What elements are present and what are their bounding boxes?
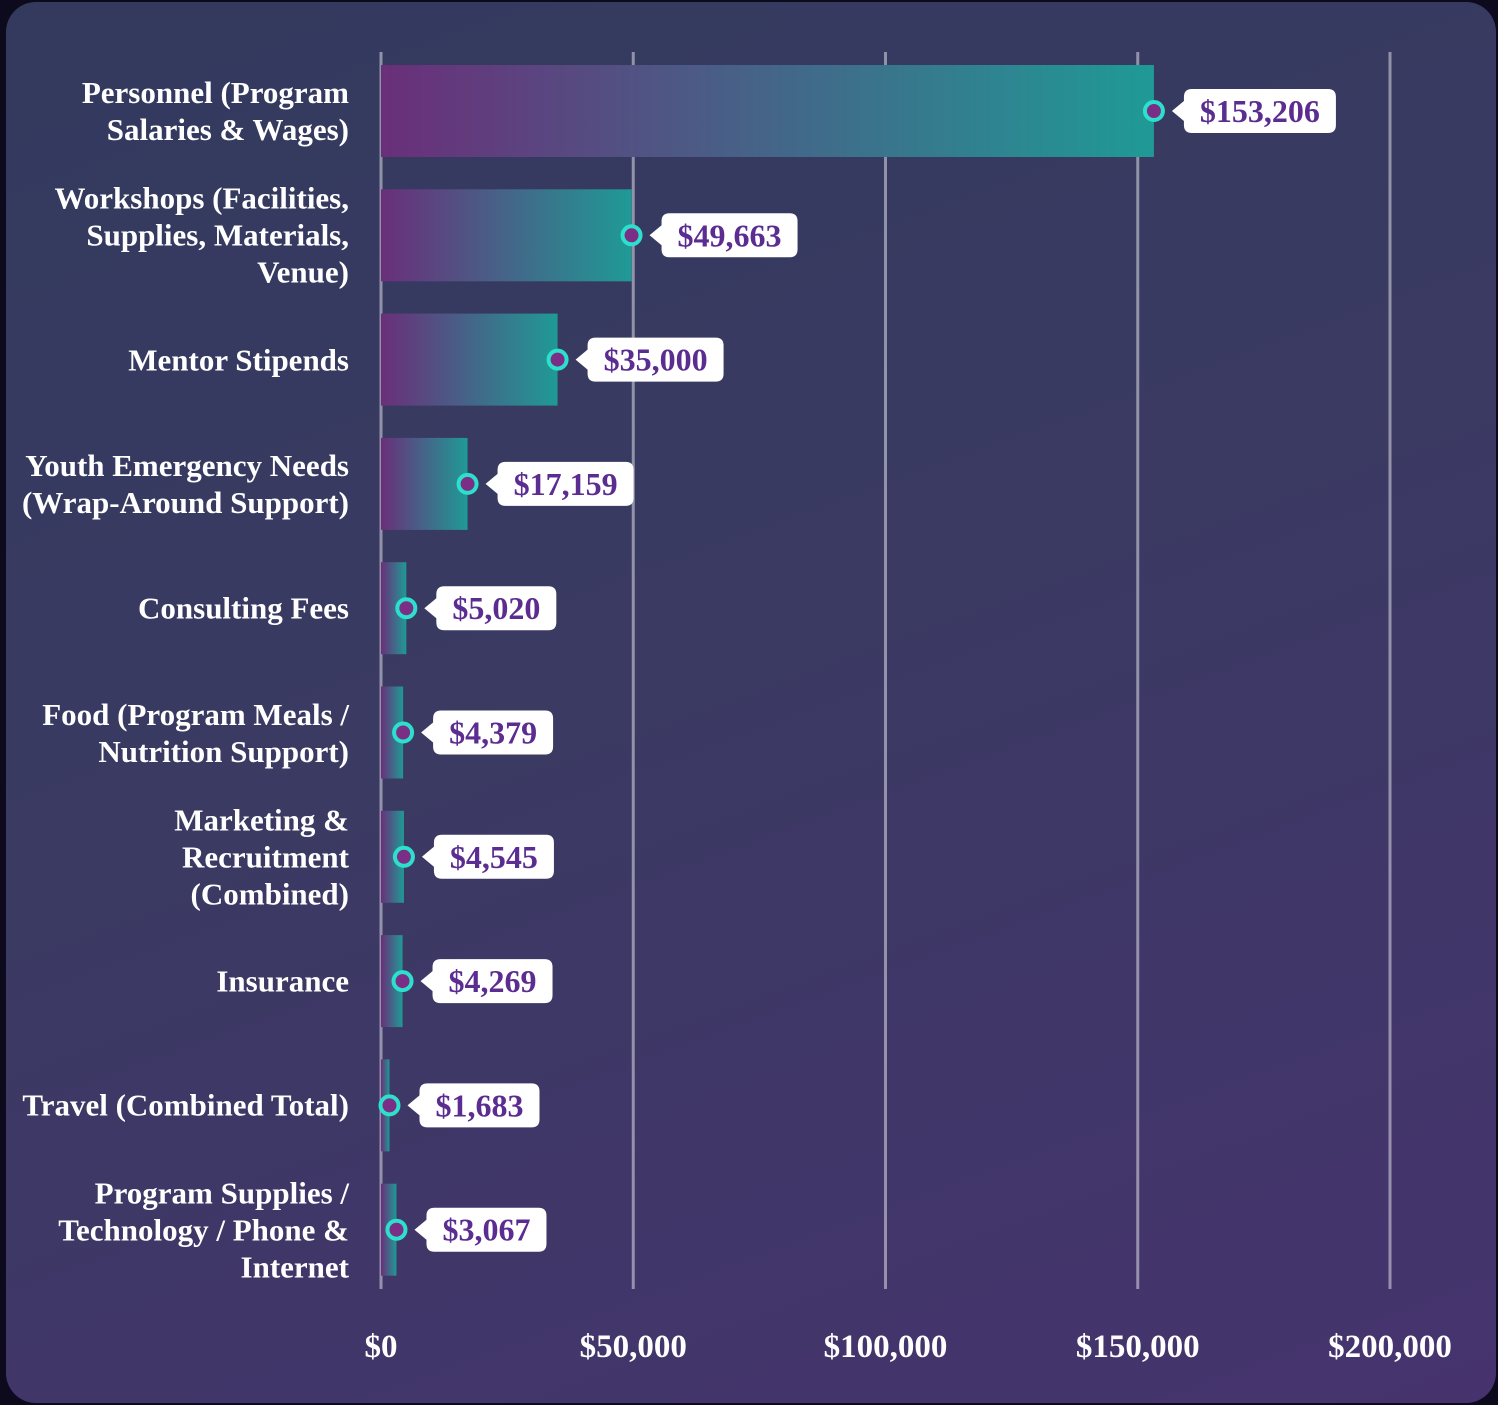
- bar: [381, 189, 632, 282]
- value-label-box: [424, 586, 557, 631]
- value-label: $153,206: [1171, 89, 1336, 133]
- y-tick-label: Travel (Combined Total): [22, 1087, 349, 1123]
- value-label: $3,067: [414, 1207, 547, 1252]
- x-tick-label: $200,000: [1328, 1329, 1452, 1365]
- x-tick-label: $150,000: [1076, 1329, 1200, 1365]
- bar-end-marker: [1142, 100, 1165, 122]
- value-label-box: [485, 461, 634, 506]
- bar: [381, 65, 1154, 157]
- value-label-box: [575, 337, 724, 382]
- value-label-text: $3,067: [442, 1212, 530, 1248]
- value-label: $4,379: [421, 710, 554, 755]
- value-label-box: [1171, 89, 1336, 133]
- y-tick-label: Mentor Stipends: [128, 342, 349, 378]
- bar-end-marker: [456, 472, 479, 495]
- value-label-box: [407, 1083, 540, 1128]
- value-label: $17,159: [485, 461, 634, 506]
- value-label-box: [421, 710, 554, 755]
- value-label-text: $17,159: [514, 466, 618, 502]
- y-tick-label: Personnel (Program Salaries & Wages): [81, 75, 349, 147]
- y-tick-label: Consulting Fees: [138, 590, 349, 626]
- x-tick-label: $50,000: [580, 1329, 687, 1365]
- value-label-box: [421, 834, 554, 879]
- value-label-text: $4,379: [449, 715, 537, 751]
- y-tick-label: Marketing & Recruitment (Combined): [174, 802, 349, 912]
- bar-end-marker: [378, 1094, 401, 1117]
- value-label: $4,545: [421, 834, 554, 879]
- y-tick-label: Food (Program Meals / Nutrition Support): [42, 696, 349, 769]
- value-label: $1,683: [407, 1083, 540, 1128]
- x-tick-label: $100,000: [824, 1329, 948, 1365]
- value-label-text: $1,683: [435, 1087, 523, 1123]
- bar-end-marker: [620, 224, 643, 247]
- x-tick-label: $0: [365, 1329, 398, 1365]
- value-label-box: [414, 1207, 547, 1252]
- bar-end-marker: [392, 845, 415, 868]
- bar-end-marker: [392, 721, 415, 744]
- chart-card: $0 $50,000 $100,000 $150,000 $200,000 $153,20…: [6, 2, 1496, 1403]
- bar: [381, 437, 468, 530]
- chart: $0 $50,000 $100,000 $150,000 $200,000 $153,20…: [365, 52, 1452, 1365]
- bar: [381, 313, 558, 406]
- value-label-text: $4,269: [449, 963, 537, 999]
- value-label-text: $4,545: [450, 839, 538, 875]
- bar-end-marker: [395, 597, 418, 620]
- bar-end-marker: [546, 348, 569, 371]
- value-label-box: [420, 959, 553, 1004]
- value-label: $5,020: [424, 586, 557, 631]
- bar-end-marker: [391, 970, 414, 993]
- value-label-text: $5,020: [452, 590, 540, 626]
- value-label: $49,663: [649, 213, 798, 258]
- value-label-text: $35,000: [604, 342, 708, 378]
- y-tick-label: Insurance: [216, 963, 349, 999]
- bar-end-marker: [385, 1218, 408, 1241]
- y-tick-label: Workshops (Facilities, Supplies, Materia…: [54, 180, 349, 290]
- value-label-text: $49,663: [678, 217, 782, 253]
- y-tick-label: Program Supplies / Technology / Phone & …: [58, 1175, 349, 1285]
- y-tick-label: Youth Emergency Needs (Wrap-Around Suppo…: [21, 447, 349, 520]
- bar: [381, 810, 404, 903]
- bar: [381, 686, 404, 779]
- value-label-text: $153,206: [1200, 93, 1320, 129]
- value-label-box: [649, 213, 798, 258]
- value-label: $35,000: [575, 337, 724, 382]
- value-label: $4,269: [420, 959, 553, 1004]
